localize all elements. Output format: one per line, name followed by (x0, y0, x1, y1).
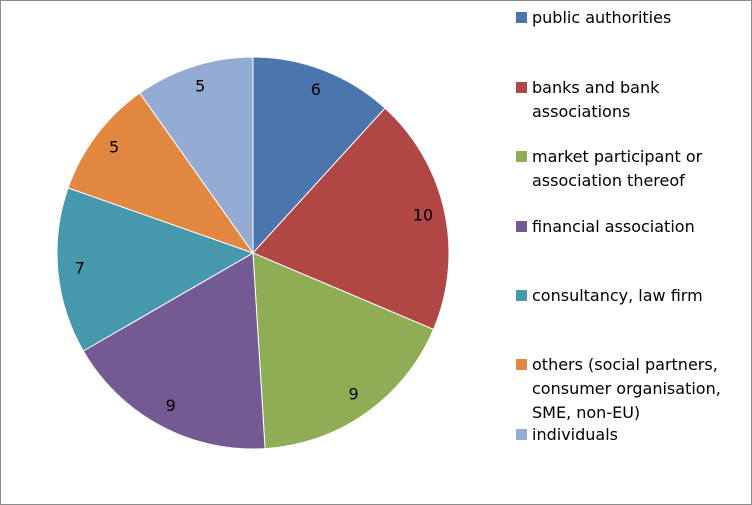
legend-item: market participant or association thereo… (516, 145, 721, 193)
pie-slice (82, 252, 266, 450)
legend-swatch (516, 151, 527, 162)
legend-label: others (social partners, consumer organi… (532, 355, 721, 422)
legend-item: public authorities (516, 6, 721, 30)
legend-swatch (516, 429, 527, 440)
pie-slice (252, 107, 450, 331)
legend-swatch (516, 82, 527, 93)
legend-label: market participant or association thereo… (532, 147, 703, 190)
legend-item: consultancy, law firm (516, 284, 721, 308)
legend-swatch (516, 221, 527, 232)
data-label: 9 (166, 396, 176, 415)
data-label: 9 (348, 385, 358, 404)
legend-swatch (516, 359, 527, 370)
legend-item: individuals (516, 423, 721, 447)
legend-item: others (social partners, consumer organi… (516, 353, 721, 425)
pie-slice (139, 56, 254, 255)
legend-label: banks and bank associations (532, 78, 660, 121)
data-label: 5 (109, 138, 119, 157)
legend-item: financial association (516, 215, 721, 239)
legend-label: consultancy, law firm (532, 286, 703, 305)
legend-label: public authorities (532, 8, 672, 27)
pie-slice (56, 187, 255, 352)
legend-label: individuals (532, 425, 618, 444)
legend-swatch (516, 290, 527, 301)
pie-slice (252, 56, 386, 255)
pie-slice (67, 92, 255, 254)
legend-label: financial association (532, 217, 695, 236)
legend-swatch (516, 12, 527, 23)
data-label: 6 (311, 80, 321, 99)
data-label: 10 (413, 205, 433, 224)
data-label: 5 (195, 77, 205, 96)
pie-slice (252, 252, 435, 450)
data-label: 7 (75, 259, 85, 278)
legend-item: banks and bank associations (516, 76, 721, 124)
